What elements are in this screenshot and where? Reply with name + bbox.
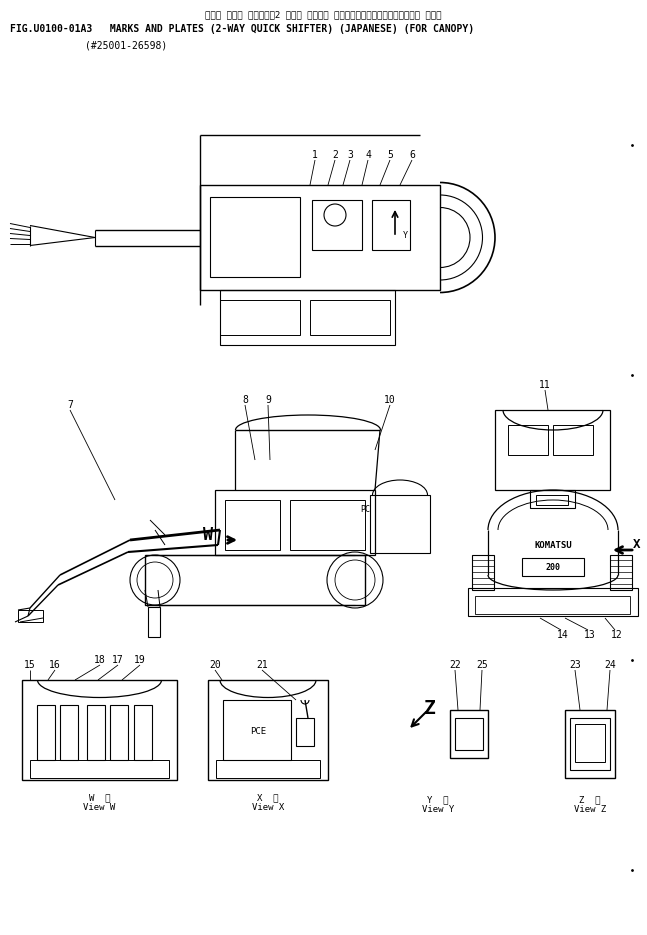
Bar bbox=[220, 290, 395, 345]
Text: 2: 2 bbox=[332, 150, 338, 160]
Text: Z: Z bbox=[424, 698, 436, 717]
Bar bbox=[200, 185, 440, 290]
Bar bbox=[215, 490, 375, 555]
Text: View Z: View Z bbox=[574, 805, 606, 814]
Text: W: W bbox=[203, 526, 213, 544]
Text: X  規: X 規 bbox=[258, 794, 279, 802]
Text: 5: 5 bbox=[387, 150, 393, 160]
Text: 13: 13 bbox=[584, 630, 596, 640]
Text: KOMATSU: KOMATSU bbox=[534, 540, 572, 550]
Text: 4: 4 bbox=[365, 150, 371, 160]
Bar bbox=[455, 718, 483, 750]
Bar bbox=[312, 200, 362, 250]
Bar bbox=[290, 500, 365, 550]
Bar bbox=[216, 760, 320, 778]
Text: 200: 200 bbox=[545, 563, 560, 571]
Bar bbox=[87, 705, 105, 760]
Text: 14: 14 bbox=[557, 630, 569, 640]
Text: 22: 22 bbox=[449, 660, 461, 670]
Bar bbox=[223, 700, 291, 760]
Text: 24: 24 bbox=[604, 660, 616, 670]
Bar bbox=[450, 710, 488, 758]
Bar bbox=[522, 558, 584, 576]
Bar bbox=[37, 705, 55, 760]
Bar bbox=[60, 705, 78, 760]
Text: 1: 1 bbox=[312, 150, 318, 160]
Text: 3: 3 bbox=[347, 150, 353, 160]
Bar bbox=[225, 500, 280, 550]
Text: 25: 25 bbox=[476, 660, 488, 670]
Bar bbox=[145, 555, 365, 605]
Bar bbox=[475, 596, 630, 614]
Bar bbox=[208, 680, 328, 780]
Bar bbox=[148, 607, 160, 637]
Text: PC: PC bbox=[360, 506, 370, 514]
Text: PCE: PCE bbox=[250, 727, 266, 737]
Text: 6: 6 bbox=[409, 150, 415, 160]
Bar bbox=[495, 410, 610, 490]
Bar bbox=[134, 705, 152, 760]
Bar bbox=[570, 718, 610, 770]
Bar bbox=[296, 718, 314, 746]
Bar bbox=[370, 495, 430, 553]
Text: 18: 18 bbox=[94, 655, 106, 665]
Text: View X: View X bbox=[252, 803, 284, 813]
Bar bbox=[18, 610, 43, 622]
Text: W  規: W 規 bbox=[89, 794, 110, 802]
Bar bbox=[210, 197, 300, 277]
Bar bbox=[575, 724, 605, 762]
Text: 23: 23 bbox=[569, 660, 581, 670]
Bar bbox=[372, 200, 410, 250]
Bar bbox=[22, 680, 177, 780]
Text: 20: 20 bbox=[209, 660, 221, 670]
Text: 16: 16 bbox=[49, 660, 61, 670]
Text: View Y: View Y bbox=[422, 805, 454, 814]
Text: 8: 8 bbox=[242, 395, 248, 405]
Text: Y  規: Y 規 bbox=[427, 796, 449, 804]
Bar bbox=[610, 555, 632, 590]
Bar bbox=[530, 490, 575, 508]
Bar bbox=[30, 760, 169, 778]
Text: (#25001-26598): (#25001-26598) bbox=[85, 40, 168, 50]
Text: 21: 21 bbox=[256, 660, 268, 670]
Text: 19: 19 bbox=[134, 655, 146, 665]
Text: 9: 9 bbox=[265, 395, 271, 405]
Bar bbox=[468, 588, 638, 616]
Text: マーク および プレート（2 ウェイ クイック シフタ）（ニホンゴ）（キャノピー ヨウ）: マーク および プレート（2 ウェイ クイック シフタ）（ニホンゴ）（キャノピー… bbox=[204, 10, 441, 19]
Bar bbox=[220, 300, 300, 335]
Bar bbox=[310, 300, 390, 335]
Text: 11: 11 bbox=[539, 380, 551, 390]
Text: 17: 17 bbox=[112, 655, 124, 665]
Bar bbox=[110, 705, 128, 760]
Text: View W: View W bbox=[83, 803, 116, 813]
Bar bbox=[565, 710, 615, 778]
Text: Z  規: Z 規 bbox=[579, 796, 601, 804]
Text: 10: 10 bbox=[384, 395, 396, 405]
Text: 7: 7 bbox=[67, 400, 73, 410]
Text: X: X bbox=[633, 539, 641, 552]
Bar bbox=[472, 555, 494, 590]
Text: FIG.U0100-01A3   MARKS AND PLATES (2-WAY QUICK SHIFTER) (JAPANESE) (FOR CANOPY): FIG.U0100-01A3 MARKS AND PLATES (2-WAY Q… bbox=[10, 24, 474, 34]
Bar bbox=[508, 425, 548, 455]
Text: 12: 12 bbox=[611, 630, 623, 640]
Bar bbox=[553, 425, 593, 455]
Bar bbox=[536, 495, 568, 505]
Text: 15: 15 bbox=[24, 660, 36, 670]
Text: Y: Y bbox=[402, 231, 408, 239]
